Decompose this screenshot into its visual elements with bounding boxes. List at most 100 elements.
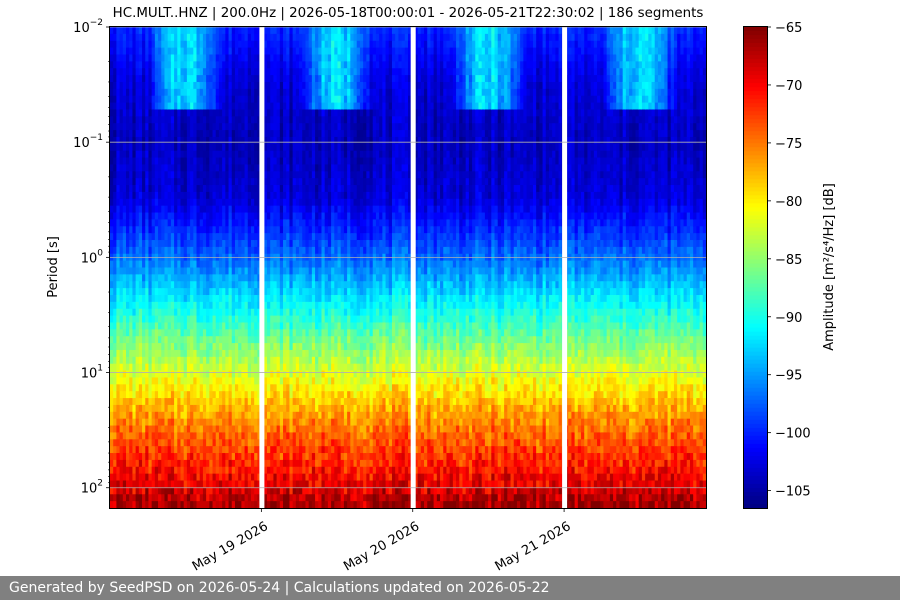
heatmap-cell	[132, 61, 137, 69]
heatmap-cell	[202, 453, 207, 461]
heatmap-cell	[186, 308, 191, 317]
heatmap-cell	[138, 260, 143, 269]
heatmap-cell	[206, 308, 210, 317]
heatmap-cell	[196, 391, 201, 399]
heatmap-cell	[135, 116, 140, 124]
heatmap-cell	[167, 233, 172, 241]
heatmap-cell	[180, 267, 185, 275]
heatmap-cell	[135, 123, 140, 131]
heatmap-cell	[190, 178, 194, 186]
heatmap-cell	[225, 480, 230, 488]
heatmap-cell	[113, 240, 117, 248]
heatmap-cell	[206, 411, 210, 420]
heatmap-cell	[193, 123, 198, 131]
heatmap-cell	[199, 411, 204, 420]
heatmap-cell	[174, 185, 178, 193]
heatmap-cell	[129, 150, 134, 159]
heatmap-cell	[186, 205, 191, 214]
heatmap-cell	[183, 404, 188, 413]
heatmap-cell	[142, 274, 146, 282]
heatmap-cell	[186, 246, 191, 255]
heatmap-cell	[154, 205, 159, 214]
heatmap-cell	[225, 336, 230, 344]
heatmap-cell	[138, 240, 143, 248]
heatmap-cell	[167, 198, 172, 207]
heatmap-cell	[215, 130, 220, 138]
heatmap-cell	[202, 411, 207, 420]
heatmap-cell	[154, 487, 159, 495]
heatmap-cell	[148, 480, 153, 488]
heatmap-cell	[231, 150, 236, 159]
heatmap-cell	[186, 171, 191, 179]
heatmap-cell	[170, 301, 175, 310]
heatmap-cell	[161, 109, 166, 117]
heatmap-cell	[212, 102, 217, 111]
heatmap-cell	[126, 466, 130, 475]
heatmap-cell	[215, 363, 220, 372]
heatmap-cell	[154, 322, 159, 330]
heatmap-cell	[193, 343, 198, 351]
heatmap-cell	[225, 212, 230, 220]
heatmap-cell	[142, 157, 146, 166]
heatmap-cell	[206, 274, 210, 282]
heatmap-cell	[132, 191, 137, 200]
heatmap-cell	[215, 349, 220, 358]
heatmap-cell	[218, 418, 223, 427]
heatmap-cell	[151, 473, 156, 482]
heatmap-cell	[142, 246, 146, 255]
heatmap-cell	[119, 466, 124, 475]
heatmap-cell	[215, 40, 220, 49]
heatmap-cell	[142, 212, 146, 220]
heatmap-cell	[231, 136, 236, 145]
heatmap-cell	[183, 75, 188, 83]
heatmap-cell	[148, 81, 153, 90]
heatmap-cell	[122, 27, 127, 35]
heatmap-cell	[190, 40, 194, 49]
heatmap-cell	[122, 501, 127, 509]
heatmap-cell	[193, 480, 198, 488]
heatmap-cell	[122, 267, 127, 275]
heatmap-cell	[135, 219, 140, 227]
heatmap-cell	[122, 81, 127, 90]
heatmap-cell	[215, 95, 220, 104]
heatmap-cell	[177, 171, 182, 179]
heatmap-cell	[186, 157, 191, 166]
heatmap-cell	[212, 95, 217, 104]
heatmap-cell	[177, 130, 182, 138]
heatmap-cell	[222, 411, 226, 420]
heatmap-cell	[135, 178, 140, 186]
heatmap-cell	[135, 384, 140, 392]
heatmap-cell	[113, 391, 117, 399]
heatmap-cell	[158, 398, 162, 406]
heatmap-cell	[228, 281, 233, 289]
heatmap-cell	[222, 185, 226, 193]
heatmap-cell	[126, 61, 130, 69]
heatmap-cell	[199, 404, 204, 413]
heatmap-cell	[154, 466, 159, 475]
heatmap-cell	[119, 150, 124, 159]
heatmap-cell	[116, 136, 121, 145]
heatmap-cell	[228, 343, 233, 351]
heatmap-cell	[164, 398, 169, 406]
heatmap-cell	[158, 384, 162, 392]
heatmap-cell	[209, 432, 214, 440]
heatmap-cell	[148, 501, 153, 509]
heatmap-cell	[129, 411, 134, 420]
heatmap-cell	[177, 494, 182, 502]
heatmap-cell	[138, 40, 143, 49]
heatmap-cell	[177, 384, 182, 392]
heatmap-cell	[138, 116, 143, 124]
heatmap-cell	[228, 27, 233, 35]
heatmap-cell	[135, 157, 140, 166]
heatmap-cell	[183, 322, 188, 330]
heatmap-cell	[164, 349, 169, 358]
heatmap-cell	[148, 130, 153, 138]
heatmap-cell	[170, 439, 175, 447]
heatmap-cell	[129, 398, 134, 406]
heatmap-cell	[164, 68, 169, 76]
heatmap-cell	[126, 246, 130, 255]
heatmap-cell	[228, 240, 233, 248]
heatmap-cell	[142, 487, 146, 495]
heatmap-cell	[202, 95, 207, 104]
heatmap-cell	[158, 377, 162, 385]
